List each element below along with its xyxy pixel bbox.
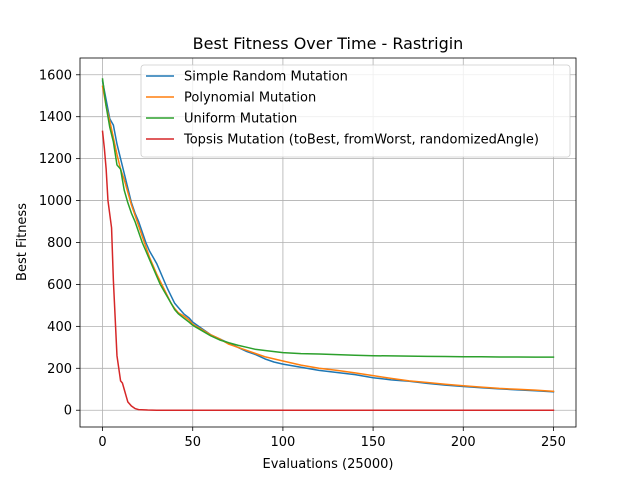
x-tick-label: 150 <box>361 435 386 450</box>
legend-box <box>140 64 571 158</box>
y-tick-label: 1200 <box>39 152 72 167</box>
legend-label: Polynomial Mutation <box>184 91 316 106</box>
y-tick-label: 200 <box>47 362 72 377</box>
y-tick-label: 800 <box>47 236 72 251</box>
series-line-3 <box>101 78 555 358</box>
y-tick-label: 1600 <box>39 68 72 83</box>
x-tick-label: 200 <box>451 435 476 450</box>
y-axis-label: Best Fitness <box>15 203 30 281</box>
y-tick-label: 600 <box>47 278 72 293</box>
y-tick-label: 1400 <box>39 110 72 125</box>
chart-title: Best Fitness Over Time - Rastrigin <box>193 34 464 53</box>
x-tick-label: 50 <box>184 435 201 450</box>
x-axis-label: Evaluations (25000) <box>263 457 394 472</box>
y-tick-label: 1000 <box>39 194 72 209</box>
series-line-2 <box>101 85 555 393</box>
series-line-4 <box>101 130 555 411</box>
series-layer <box>101 78 555 411</box>
legend-label: Uniform Mutation <box>184 112 297 127</box>
x-tick-label: 250 <box>541 435 566 450</box>
x-tick-label: 0 <box>98 435 106 450</box>
y-tick-label: 0 <box>64 404 72 419</box>
legend: Simple Random Mutation Polynomial Mutatio… <box>140 64 571 158</box>
x-tick-label: 100 <box>270 435 295 450</box>
legend-label: Topsis Mutation (toBest, fromWorst, rand… <box>183 133 539 148</box>
axis-ticks: 0 50 100 150 200 250 0 200 400 600 800 1000 1200 1400… <box>39 68 566 450</box>
y-tick-label: 400 <box>47 320 72 335</box>
legend-label: Simple Random Mutation <box>184 70 348 85</box>
